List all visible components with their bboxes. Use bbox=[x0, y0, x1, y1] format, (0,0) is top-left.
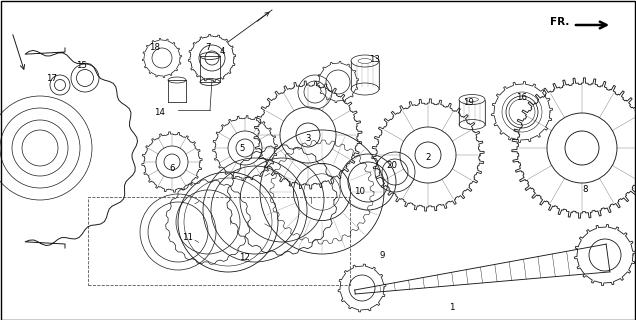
Text: 15: 15 bbox=[76, 60, 88, 69]
Text: 2: 2 bbox=[425, 154, 431, 163]
Bar bbox=[88, 197, 350, 285]
Text: 19: 19 bbox=[462, 98, 473, 107]
Text: 6: 6 bbox=[169, 164, 175, 172]
Text: 12: 12 bbox=[240, 253, 251, 262]
Text: 1: 1 bbox=[449, 303, 455, 313]
Text: FR.: FR. bbox=[550, 17, 570, 27]
Text: 17: 17 bbox=[46, 74, 57, 83]
Text: 18: 18 bbox=[149, 44, 160, 52]
Text: 8: 8 bbox=[582, 186, 588, 195]
Text: 9: 9 bbox=[379, 251, 385, 260]
Text: 13: 13 bbox=[370, 55, 380, 65]
Text: 16: 16 bbox=[516, 93, 527, 102]
Text: 5: 5 bbox=[239, 143, 245, 153]
Text: 10: 10 bbox=[354, 188, 366, 196]
Text: 7: 7 bbox=[205, 44, 211, 52]
Text: 14: 14 bbox=[155, 108, 165, 116]
Text: 11: 11 bbox=[183, 234, 193, 243]
Text: 20: 20 bbox=[387, 161, 398, 170]
Text: 4: 4 bbox=[219, 47, 225, 57]
Text: 3: 3 bbox=[305, 133, 311, 142]
